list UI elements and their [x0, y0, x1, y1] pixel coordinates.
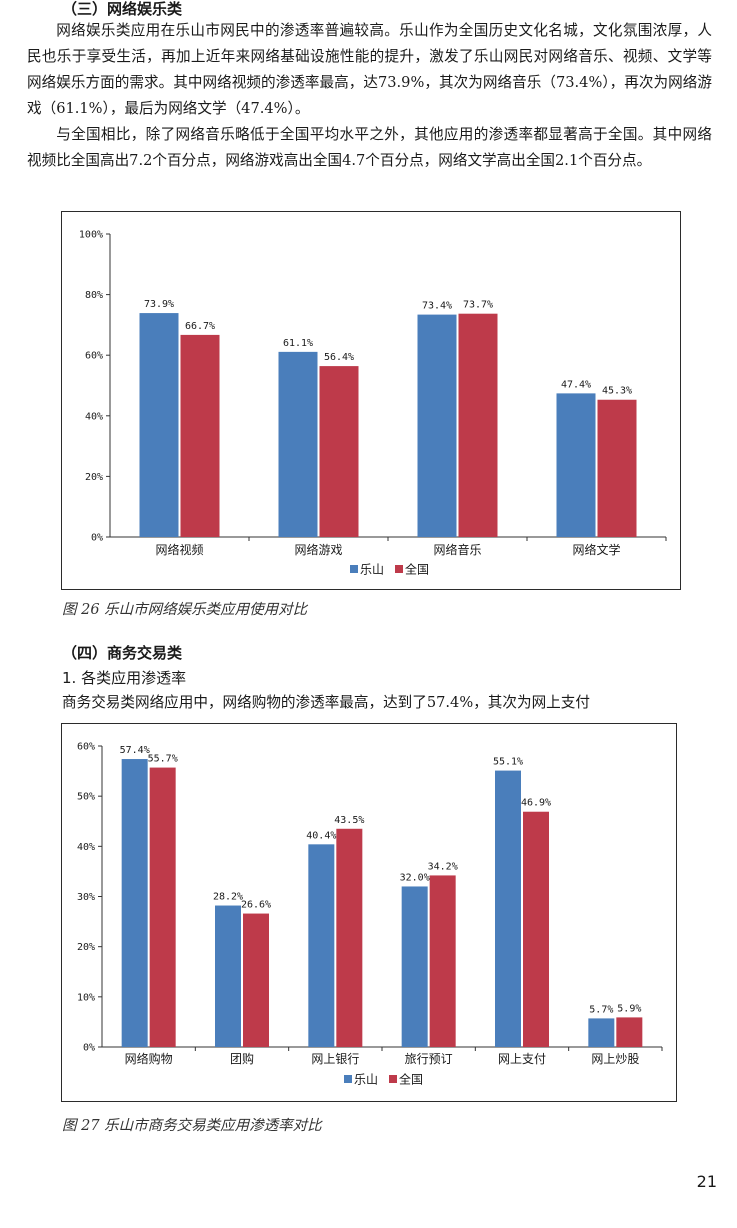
y-tick-label: 60% [77, 742, 95, 753]
section-heading-commerce: （四）商务交易类 [62, 644, 183, 662]
bar-leshan [556, 393, 596, 537]
category-label: 旅行预订 [405, 1052, 453, 1066]
y-tick-label: 0% [91, 533, 103, 544]
category-label: 网络文学 [572, 542, 620, 557]
bar-national [523, 811, 549, 1047]
category-label: 网络音乐 [433, 542, 481, 557]
bar-leshan [215, 905, 241, 1047]
data-label: 55.7% [148, 754, 178, 765]
data-label: 34.2% [428, 861, 458, 872]
bar-leshan [588, 1018, 615, 1047]
paragraph-commerce-overview: 商务交易类网络应用中，网络购物的渗透率最高，达到了57.4%，其次为网上支付 [62, 694, 590, 711]
y-tick-label: 30% [77, 892, 95, 903]
commerce-bar-chart: 0% 10% 20% 30% 40% 50% 60% 网络购物 57.4%55.7% 团购 28.2… [77, 742, 663, 1087]
data-label: 73.9% [144, 299, 174, 310]
data-label: 73.4% [422, 301, 452, 312]
bar-national [336, 828, 363, 1047]
bar-national [149, 767, 176, 1047]
legend-swatch [350, 565, 358, 573]
bar-national [597, 399, 637, 537]
data-label: 32.0% [400, 872, 430, 883]
paragraph-entertainment-overview: 网络娱乐类应用在乐山市网民中的渗透率普遍较高。乐山作为全国历史文化名城，文化氛围… [27, 22, 712, 117]
data-label: 47.4% [561, 379, 591, 390]
subheading-penetration: 1. 各类应用渗透率 [62, 669, 187, 687]
data-label: 26.6% [241, 900, 271, 911]
data-label: 28.2% [213, 892, 243, 903]
legend-label: 全国 [405, 562, 429, 577]
y-tick-label: 10% [77, 992, 95, 1003]
bar-national [616, 1017, 643, 1047]
legend-swatch [389, 1075, 397, 1083]
category-label: 网络视频 [155, 542, 203, 557]
y-tick-label: 40% [85, 411, 103, 422]
y-tick-label: 100% [79, 230, 103, 241]
bar-national [429, 875, 456, 1047]
y-tick-label: 60% [85, 351, 103, 362]
data-label: 57.4% [120, 745, 150, 756]
data-label: 66.7% [185, 321, 215, 332]
legend-label: 全国 [399, 1072, 423, 1087]
category-label: 团购 [230, 1051, 254, 1066]
data-label: 5.9% [617, 1003, 641, 1014]
category-label: 网络购物 [125, 1051, 173, 1066]
y-tick-label: 80% [85, 290, 103, 301]
legend-label: 乐山 [354, 1073, 378, 1087]
legend-swatch [395, 565, 403, 573]
bar-leshan [139, 313, 179, 537]
data-label: 43.5% [334, 815, 364, 826]
data-label: 56.4% [324, 352, 354, 363]
bar-leshan [278, 351, 318, 537]
legend-swatch [344, 1075, 352, 1083]
figure-27-caption: 图 27 乐山市商务交易类应用渗透率对比 [62, 1118, 322, 1134]
bar-leshan [495, 770, 521, 1047]
bar-leshan [308, 844, 335, 1047]
y-tick-label: 40% [77, 842, 95, 853]
data-label: 5.7% [589, 1004, 613, 1015]
data-label: 61.1% [283, 338, 313, 349]
y-tick-label: 20% [85, 472, 103, 483]
category-label: 网络游戏 [294, 542, 342, 557]
figure-26-chart: 0% 20% 40% 60% 80% 100% 网络视频 73.9% 66.7% 网络游戏 61.1… [61, 211, 681, 590]
data-label: 46.9% [521, 798, 551, 809]
bar-national [319, 366, 359, 537]
figure-26-caption: 图 26 乐山市网络娱乐类应用使用对比 [62, 602, 308, 618]
entertainment-bar-chart: 0% 20% 40% 60% 80% 100% 网络视频 73.9% 66.7% 网络游戏 61.1… [79, 230, 667, 577]
section-heading-entertainment: （三）网络娱乐类 [62, 0, 183, 18]
category-label: 网上支付 [498, 1052, 546, 1066]
data-label: 40.4% [306, 830, 336, 841]
figure-27-chart: 0% 10% 20% 30% 40% 50% 60% 网络购物 57.4% 55.7% 团购 28.2… [61, 723, 677, 1102]
paragraph-entertainment-comparison: 与全国相比，除了网络音乐略低于全国平均水平之外，其他应用的渗透率都显著高于全国。… [27, 126, 712, 169]
bar-national [458, 313, 498, 537]
bar-leshan [401, 886, 428, 1047]
y-tick-label: 20% [77, 942, 95, 953]
bar-leshan [417, 314, 457, 537]
y-tick-label: 0% [83, 1043, 95, 1054]
y-tick-label: 50% [77, 792, 95, 803]
category-label: 网上银行 [311, 1052, 359, 1066]
data-label: 55.1% [493, 757, 523, 768]
legend-label: 乐山 [360, 563, 384, 577]
data-label: 45.3% [602, 386, 632, 397]
bar-national [180, 334, 220, 537]
bar-national [243, 913, 269, 1047]
page-number: 21 [696, 1172, 717, 1191]
data-label: 73.7% [463, 300, 493, 311]
bar-leshan [121, 759, 148, 1047]
category-label: 网上炒股 [591, 1052, 639, 1066]
